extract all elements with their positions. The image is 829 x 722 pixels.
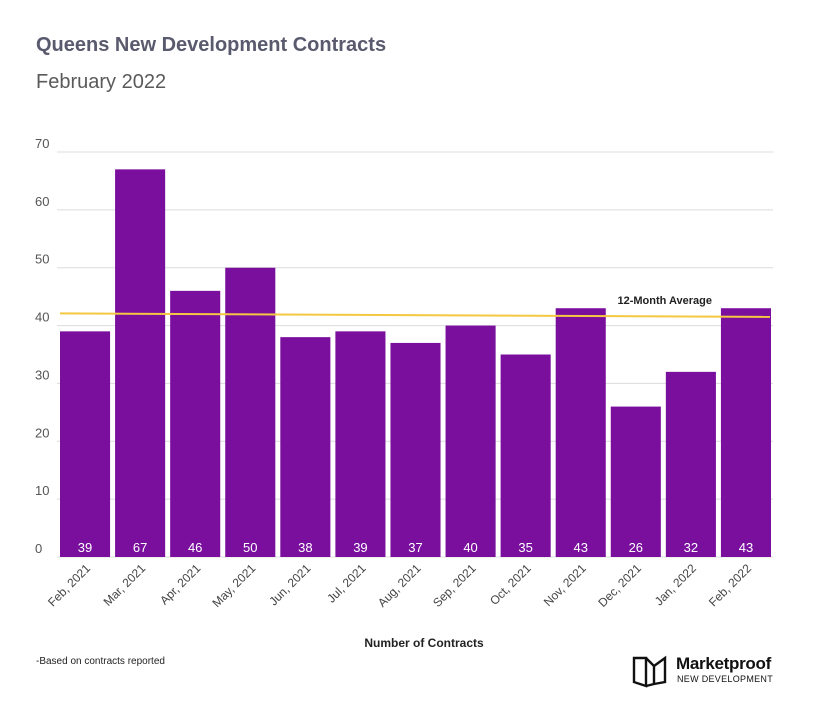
bar bbox=[390, 342, 441, 557]
data-label: 43 bbox=[573, 540, 587, 555]
y-tick-label: 50 bbox=[35, 252, 49, 267]
average-line bbox=[59, 312, 771, 318]
bar bbox=[335, 331, 386, 557]
chart-subtitle: February 2022 bbox=[36, 71, 167, 93]
y-tick-label: 60 bbox=[35, 194, 49, 209]
x-tick-label: Apr, 2021 bbox=[157, 561, 203, 607]
y-tick-label: 70 bbox=[35, 136, 49, 151]
bar bbox=[665, 371, 716, 557]
y-axis-ticks: 0 10 20 30 40 50 60 70 bbox=[35, 136, 49, 556]
data-label: 39 bbox=[353, 540, 367, 555]
average-line-group: 12-Month Average bbox=[59, 295, 771, 318]
brand-name: Marketproof bbox=[676, 654, 771, 673]
x-tick-label: Jul, 2021 bbox=[324, 561, 369, 606]
data-label: 40 bbox=[463, 540, 477, 555]
x-tick-label: Dec, 2021 bbox=[595, 561, 644, 610]
x-tick-label: Jan, 2022 bbox=[652, 561, 699, 608]
x-tick-label: Jun, 2021 bbox=[266, 561, 313, 608]
y-tick-label: 30 bbox=[35, 367, 49, 382]
bar bbox=[280, 337, 331, 557]
data-label: 67 bbox=[133, 540, 147, 555]
bar bbox=[720, 308, 771, 557]
y-tick-label: 40 bbox=[35, 310, 49, 325]
x-axis-ticks: Feb, 2021 Mar, 2021 Apr, 2021 May, 2021 Jun,… bbox=[45, 561, 754, 610]
marketproof-logo-icon bbox=[632, 655, 667, 688]
x-tick-label: Oct, 2021 bbox=[487, 561, 534, 608]
brand-logo: Marketproof NEW DEVELOPMENT bbox=[632, 652, 782, 692]
x-axis-label: Number of Contracts bbox=[364, 636, 484, 650]
data-label: 38 bbox=[298, 540, 312, 555]
data-labels: 39 67 46 50 38 39 37 40 35 43 26 32 43 bbox=[78, 540, 753, 555]
bar bbox=[170, 290, 221, 557]
bar bbox=[555, 308, 606, 557]
bar bbox=[225, 267, 276, 557]
bar bbox=[115, 169, 166, 557]
chart-title: Queens New Development Contracts bbox=[36, 34, 387, 56]
average-line-label: 12-Month Average bbox=[617, 295, 712, 307]
bars bbox=[60, 169, 771, 557]
bar bbox=[610, 406, 661, 557]
bar bbox=[500, 354, 551, 557]
x-tick-label: Feb, 2022 bbox=[706, 561, 754, 609]
data-label: 39 bbox=[78, 540, 92, 555]
data-label: 26 bbox=[629, 540, 643, 555]
data-label: 43 bbox=[739, 540, 753, 555]
y-tick-label: 10 bbox=[35, 483, 49, 498]
x-tick-label: May, 2021 bbox=[209, 561, 258, 610]
data-label: 46 bbox=[188, 540, 202, 555]
bar bbox=[60, 331, 111, 557]
x-tick-label: Feb, 2021 bbox=[45, 561, 93, 609]
y-tick-label: 20 bbox=[35, 425, 49, 440]
y-tick-label: 0 bbox=[35, 541, 42, 556]
bar bbox=[445, 325, 496, 557]
footnote: -Based on contracts reported bbox=[36, 656, 165, 667]
x-tick-label: Aug, 2021 bbox=[375, 561, 424, 610]
data-label: 37 bbox=[408, 540, 422, 555]
data-label: 32 bbox=[684, 540, 698, 555]
brand-subtitle: NEW DEVELOPMENT bbox=[677, 674, 774, 684]
x-tick-label: Mar, 2021 bbox=[101, 561, 149, 609]
x-tick-label: Sep, 2021 bbox=[430, 561, 479, 610]
data-label: 35 bbox=[518, 540, 532, 555]
x-tick-label: Nov, 2021 bbox=[541, 561, 589, 609]
data-label: 50 bbox=[243, 540, 257, 555]
